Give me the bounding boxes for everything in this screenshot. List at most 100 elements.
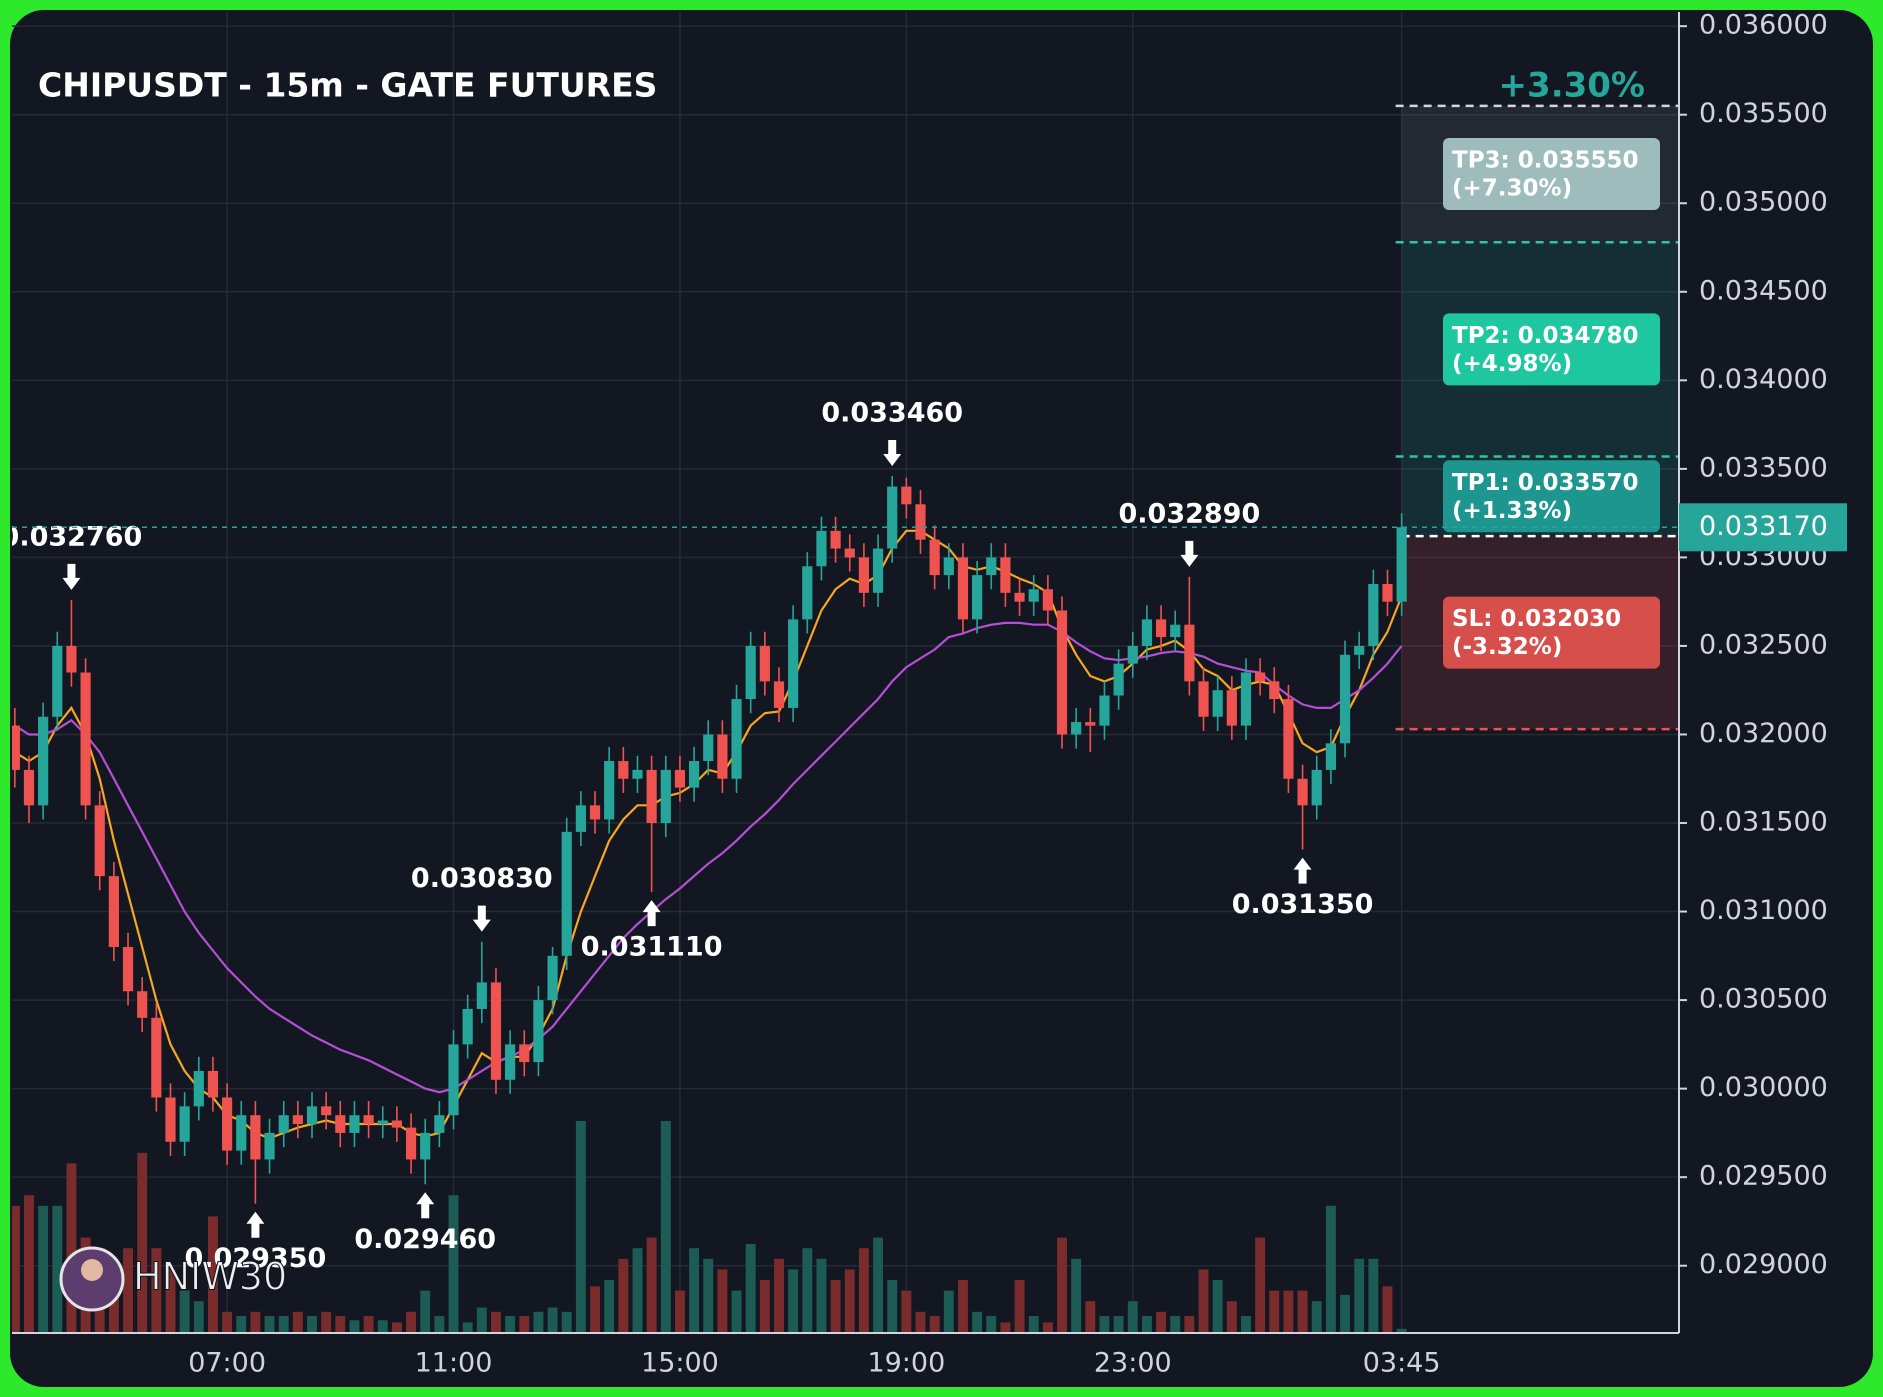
volume-bar [1297,1290,1308,1333]
volume-bar [363,1316,374,1333]
volume-bar [491,1311,501,1333]
candle-body [1396,527,1407,602]
candle-body [561,831,572,956]
candle-body [476,982,487,1009]
volume-bar [646,1237,657,1333]
volume-bar [278,1316,289,1333]
volume-bar [745,1243,756,1333]
volume-bar [1085,1301,1096,1333]
level-label: SL: 0.032030 [1452,606,1621,632]
candle-body [448,1044,459,1116]
volume-bar [632,1248,643,1333]
candle-body [887,486,898,549]
candle-body [972,575,983,620]
level-label: TP1: 0.033570 [1452,470,1639,496]
volume-bar [915,1311,926,1333]
candle-body [1184,624,1195,682]
volume-bar [1226,1301,1237,1333]
level-label: TP3: 0.035550 [1452,148,1639,174]
watermark: HNIW30 [133,1255,287,1299]
candle-body [1000,557,1011,593]
volume-bar [349,1320,360,1333]
volume-bar [533,1311,544,1333]
candle-body [816,530,827,567]
candle-body [321,1106,332,1116]
volume-bar [1113,1316,1124,1333]
candle-body [646,769,657,824]
level-label-box [1443,460,1660,533]
volume-bar [674,1290,685,1333]
x-tick-label: 11:00 [415,1348,493,1379]
candle-body [745,645,756,700]
candle-body [731,699,742,779]
level-change: (+4.98%) [1452,351,1572,377]
volume-bar [1014,1280,1025,1333]
volume-bar [1184,1316,1195,1333]
candle-body [1141,619,1153,646]
volume-bar [123,1248,133,1333]
candle-body [151,1017,162,1098]
candle-body [1056,610,1068,735]
volume-bar [858,1248,869,1333]
candle-body [377,1120,388,1125]
volume-bar [236,1316,247,1333]
candle-body [349,1115,360,1133]
volume-layer [12,1121,1407,1333]
y-tick-label: 0.030000 [1699,1072,1828,1103]
candle-body [52,645,63,717]
arrow [642,900,661,927]
candle-body [1212,690,1223,717]
volume-bar [420,1290,431,1333]
candle-body [1283,699,1294,779]
candle-body [1099,695,1110,726]
x-tick-label: 15:00 [641,1348,719,1379]
volume-bar [222,1311,233,1333]
candle-body [773,681,785,708]
avatar-face [81,1259,103,1281]
arrow [62,563,81,590]
candle-body [1368,583,1379,646]
volume-bar [476,1307,487,1333]
volume-bar [802,1248,813,1333]
volume-bar [1255,1237,1266,1333]
y-tick-label: 0.036000 [1699,10,1828,41]
candle-body [335,1115,346,1133]
candle-body [632,769,643,779]
candle-body [420,1132,431,1160]
candle-body [1269,681,1280,700]
last-price-label: 0.033170 [1699,511,1828,542]
candle-body [391,1120,403,1128]
y-tick-label: 0.034500 [1699,275,1828,306]
level-label: TP2: 0.034780 [1452,323,1639,349]
candle-body [292,1115,303,1125]
level-change: (-3.32%) [1452,634,1562,660]
candle-body [1226,690,1237,726]
volume-bar [1141,1316,1152,1333]
level-label-box [1443,138,1660,211]
volume-bar [250,1311,261,1333]
candle-body [717,734,728,779]
volume-bar [901,1290,912,1333]
candle-body [660,769,671,824]
arrow [472,905,491,932]
volume-bar [1368,1258,1379,1333]
candle-body [1014,592,1025,602]
level-change: (+7.30%) [1452,176,1572,202]
low-label: 0.031350 [1232,889,1374,920]
high-label: 0.030830 [411,863,553,894]
candle-body [986,557,997,576]
volume-bar [292,1311,303,1333]
candle-body [1155,619,1167,638]
candle-body [872,548,884,593]
candle-body [250,1115,261,1160]
volume-bar [604,1280,615,1333]
volume-bar [66,1163,77,1333]
x-tick-label: 23:00 [1094,1348,1172,1379]
candle-body [137,991,148,1018]
panel [10,10,1873,1387]
volume-bar [1212,1280,1223,1333]
candle-body [759,645,770,682]
volume-bar [12,1205,20,1333]
candle-body [915,504,926,540]
